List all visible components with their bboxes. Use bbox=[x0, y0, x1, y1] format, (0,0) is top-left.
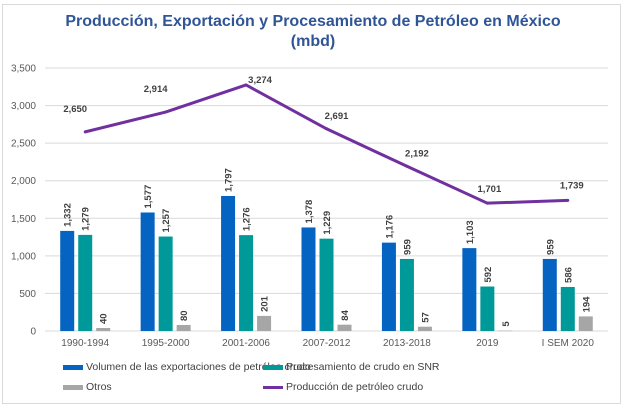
bar bbox=[381, 242, 396, 331]
bar-data-label: 5 bbox=[501, 321, 512, 327]
bar-data-label: 1,797 bbox=[224, 168, 235, 192]
bar bbox=[96, 327, 111, 331]
chart-frame bbox=[2, 4, 621, 404]
legend-swatch-production bbox=[263, 385, 283, 389]
bar bbox=[140, 212, 155, 331]
bar-data-label: 1,577 bbox=[143, 185, 154, 209]
y-tick-label: 500 bbox=[19, 289, 36, 300]
chart-title: Producción, Exportación y Procesamiento … bbox=[0, 12, 626, 52]
legend-label-otros: Otros bbox=[86, 381, 112, 393]
y-tick-label: 1,500 bbox=[11, 214, 36, 225]
chart-subtitle: (mbd) bbox=[290, 33, 336, 50]
bar-data-label: 1,229 bbox=[322, 211, 333, 235]
bar bbox=[480, 286, 495, 331]
bar-data-label: 84 bbox=[340, 309, 351, 320]
line-data-label: 2,914 bbox=[144, 84, 168, 95]
line-point bbox=[485, 201, 489, 205]
bar bbox=[301, 227, 316, 331]
line-point bbox=[325, 127, 328, 131]
bar bbox=[578, 316, 593, 331]
bar bbox=[60, 230, 75, 331]
x-tick-label: 1990-1994 bbox=[61, 338, 109, 349]
x-tick-label: 2019 bbox=[476, 338, 499, 349]
legend-label-production: Producción de petróleo crudo bbox=[286, 381, 424, 393]
line-data-label: 2,192 bbox=[405, 148, 429, 159]
legend-label-processing: Procesamiento de crudo en SNR bbox=[286, 361, 440, 373]
bar bbox=[78, 234, 93, 331]
bar bbox=[176, 324, 191, 331]
bar-data-label: 1,332 bbox=[63, 203, 74, 227]
bar-data-label: 80 bbox=[179, 310, 190, 321]
legend-item-otros: Otros bbox=[63, 381, 112, 393]
y-tick-label: 0 bbox=[30, 327, 36, 338]
bar bbox=[542, 258, 557, 331]
bar-data-label: 592 bbox=[483, 267, 494, 283]
bar bbox=[158, 236, 173, 331]
bar bbox=[239, 235, 254, 331]
legend-item-production: Producción de petróleo crudo bbox=[263, 381, 423, 393]
bar-data-label: 1,176 bbox=[384, 215, 395, 239]
x-tick-label: 1995-2000 bbox=[142, 338, 190, 349]
bar-data-label: 201 bbox=[260, 295, 271, 312]
bar-data-label: 1,276 bbox=[242, 207, 253, 231]
bar bbox=[399, 258, 414, 331]
legend-item-processing: Procesamiento de crudo en SNR bbox=[263, 361, 440, 373]
bar-data-label: 586 bbox=[563, 267, 574, 283]
x-tick-label: 2001-2006 bbox=[222, 338, 270, 349]
line-data-label: 3,274 bbox=[248, 75, 272, 86]
line-point bbox=[164, 110, 168, 114]
line-point bbox=[405, 164, 409, 168]
bar-data-label: 959 bbox=[402, 239, 413, 255]
bar-data-label: 1,378 bbox=[304, 200, 315, 224]
bar-data-label: 1,257 bbox=[161, 209, 172, 233]
legend-swatch-processing bbox=[263, 364, 283, 370]
line-data-label: 2,691 bbox=[325, 111, 349, 122]
chart-title-main: Producción, Exportación y Procesamiento … bbox=[65, 13, 561, 30]
line-data-label: 1,701 bbox=[477, 184, 501, 195]
legend-label-exports: Volumen de las exportaciones de petróleo… bbox=[86, 361, 311, 373]
bar bbox=[337, 324, 352, 331]
x-tick-label: I SEM 2020 bbox=[542, 338, 595, 349]
line-point bbox=[83, 130, 87, 134]
line-point bbox=[244, 83, 248, 87]
x-tick-label: 2007-2012 bbox=[303, 338, 351, 349]
line-data-label: 1,739 bbox=[560, 180, 584, 191]
y-tick-label: 1,000 bbox=[11, 251, 36, 262]
bar-data-label: 1,279 bbox=[81, 207, 92, 231]
bar-data-label: 194 bbox=[581, 296, 592, 313]
bar-data-label: 40 bbox=[99, 313, 110, 324]
x-tick-label: 2013-2018 bbox=[383, 338, 431, 349]
bar bbox=[417, 326, 432, 331]
line-data-label: 2,650 bbox=[63, 104, 87, 115]
y-tick-label: 3,500 bbox=[11, 64, 36, 75]
y-tick-label: 2,000 bbox=[11, 176, 36, 187]
bar bbox=[221, 195, 236, 331]
legend-swatch-otros bbox=[63, 384, 83, 390]
bar bbox=[319, 238, 334, 331]
bar-data-label: 959 bbox=[545, 239, 556, 255]
y-tick-label: 2,500 bbox=[11, 139, 36, 150]
y-tick-label: 3,000 bbox=[11, 101, 36, 112]
legend-swatch-exports bbox=[63, 364, 83, 370]
bar-data-label: 57 bbox=[420, 312, 431, 323]
legend-item-exports: Volumen de las exportaciones de petróleo… bbox=[63, 361, 311, 373]
bar bbox=[462, 248, 477, 331]
bar-data-label: 1,103 bbox=[465, 220, 476, 244]
line-point bbox=[566, 198, 570, 202]
bar bbox=[498, 330, 513, 332]
bar bbox=[257, 315, 272, 331]
bar bbox=[560, 286, 575, 331]
